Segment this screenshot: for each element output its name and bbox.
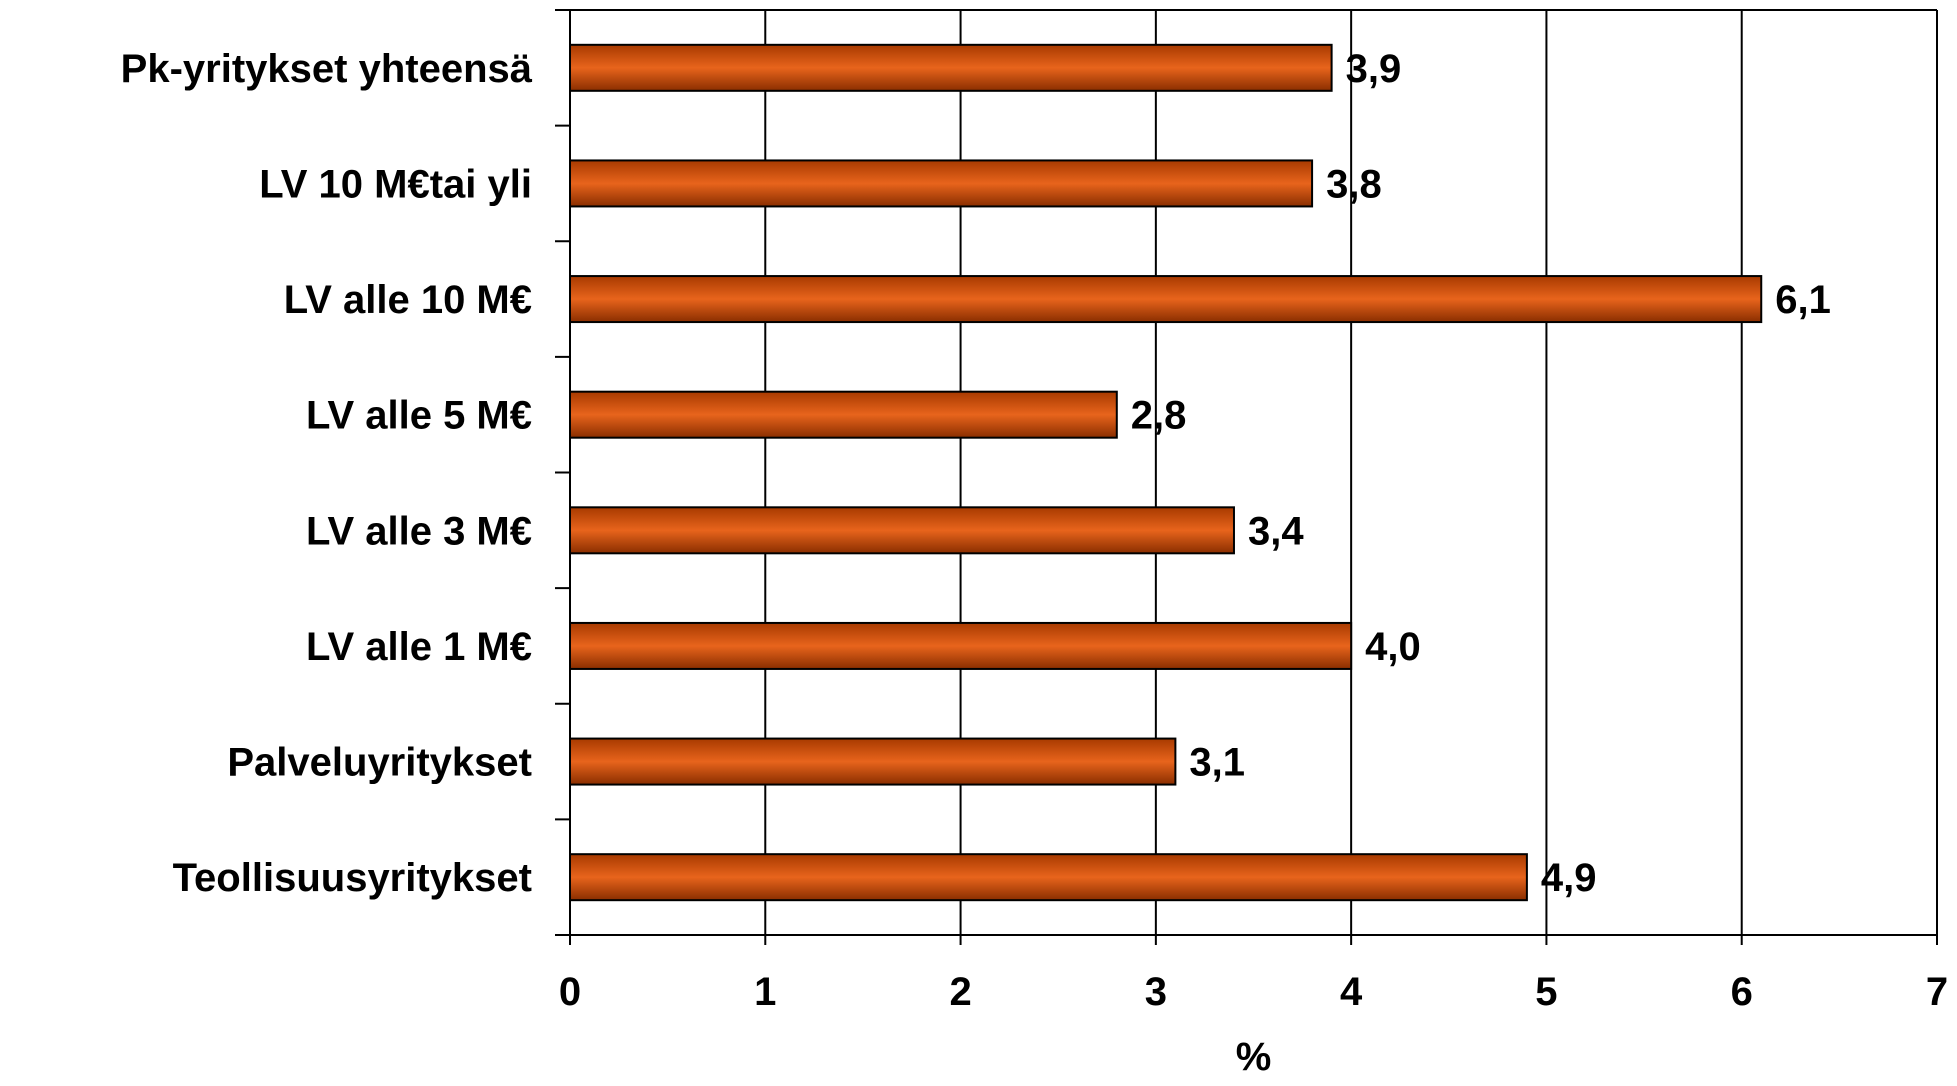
data-label: 3,9 [1346,47,1402,91]
x-axis-title: % [1236,1035,1272,1079]
x-tick-label: 2 [949,970,971,1014]
x-tick-label: 7 [1926,970,1948,1014]
bar [569,43,1333,92]
bar [569,853,1528,902]
data-label: 3,1 [1189,741,1245,785]
category-label: Pk-yritykset yhteensä [121,47,533,91]
bar [569,506,1235,555]
x-tick-label: 6 [1731,970,1753,1014]
category-label: Palveluyritykset [227,741,532,785]
category-label: LV alle 3 M€ [306,509,532,553]
category-label: LV 10 M€tai yli [259,162,532,206]
data-label: 4,9 [1541,856,1597,900]
bar [569,390,1118,439]
bar [569,275,1763,324]
category-label: LV alle 1 M€ [306,625,532,669]
x-tick-label: 0 [559,970,581,1014]
x-tick-labels: 0 1 2 3 4 5 6 7 [559,970,1948,1014]
category-label: LV alle 5 M€ [306,394,532,438]
x-tick-label: 4 [1340,970,1363,1014]
data-label: 2,8 [1131,394,1187,438]
data-label: 3,4 [1248,509,1304,553]
bar [569,159,1314,208]
x-tick-label: 3 [1145,970,1167,1014]
x-tick-label: 1 [754,970,776,1014]
bars [569,43,1763,902]
data-label: 3,8 [1326,162,1382,206]
category-label: Teollisuusyritykset [173,856,532,900]
data-labels: 3,9 3,8 6,1 2,8 3,4 4,0 3,1 4,9 [1131,47,1831,900]
bar [569,621,1353,670]
category-label: LV alle 10 M€ [284,278,532,322]
data-label: 6,1 [1775,278,1831,322]
x-tick-label: 5 [1535,970,1557,1014]
data-label: 4,0 [1365,625,1421,669]
bar [569,737,1177,786]
plot-area [570,10,1937,935]
category-labels: Pk-yritykset yhteensä LV 10 M€tai yli LV a… [121,47,533,900]
